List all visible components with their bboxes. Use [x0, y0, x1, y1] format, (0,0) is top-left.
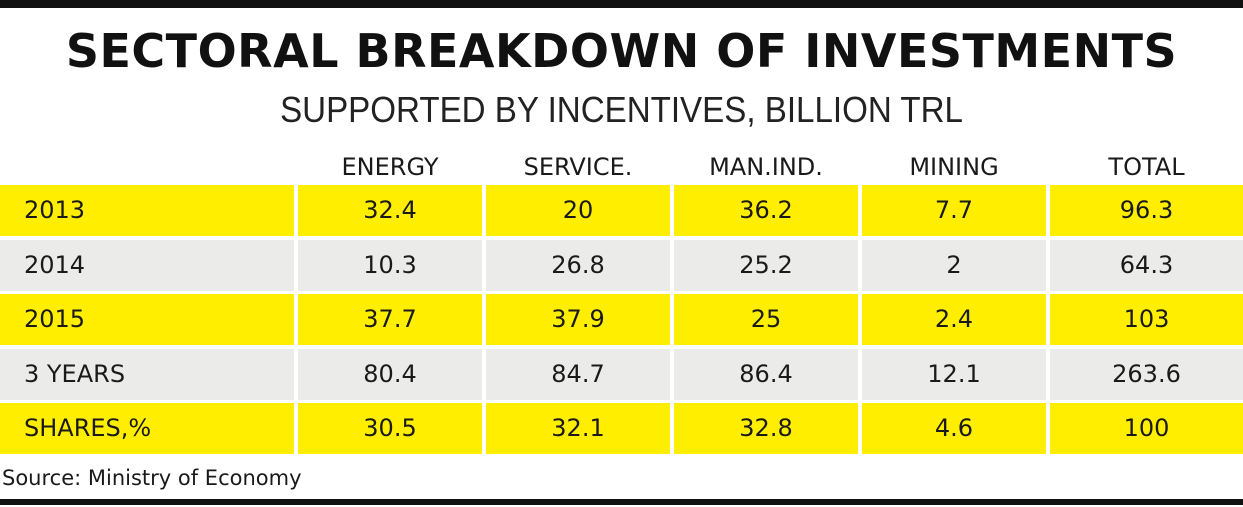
- table-cell: 2.4: [862, 294, 1046, 345]
- table-row: 2013 32.4 20 36.2 7.7 96.3: [0, 185, 1243, 236]
- table-cell: 36.2: [674, 185, 858, 236]
- table-cell: 100: [1050, 403, 1243, 454]
- table-cell: 12.1: [862, 348, 1046, 400]
- row-label: 2015: [0, 294, 294, 345]
- table-cell: 37.9: [486, 294, 670, 345]
- column-header: SERVICE.: [523, 153, 633, 181]
- table-cell: 84.7: [486, 348, 670, 400]
- column-header: ENERGY: [341, 153, 439, 181]
- table-cell: 263.6: [1050, 348, 1243, 400]
- table-cell: 10.3: [298, 239, 482, 291]
- table-row: 3 YEARS 80.4 84.7 86.4 12.1 263.6: [0, 348, 1243, 400]
- table-cell: 25: [674, 294, 858, 345]
- table-cell: 20: [486, 185, 670, 236]
- table-header-row: ENERGY SERVICE. MAN.IND. MINING TOTAL: [0, 148, 1243, 182]
- column-header: MINING: [909, 153, 999, 181]
- table-cell: 7.7: [862, 185, 1046, 236]
- table-cell: 96.3: [1050, 185, 1243, 236]
- top-rule: [0, 0, 1243, 8]
- table-cell: 103: [1050, 294, 1243, 345]
- table-cell: 2: [862, 239, 1046, 291]
- table-cell: 80.4: [298, 348, 482, 400]
- chart-title: SECTORAL BREAKDOWN OF INVESTMENTS: [65, 24, 1178, 78]
- row-label: SHARES,%: [0, 403, 294, 454]
- column-header: TOTAL: [1108, 153, 1185, 181]
- table-row: 2015 37.7 37.9 25 2.4 103: [0, 294, 1243, 345]
- table-row: SHARES,% 30.5 32.1 32.8 4.6 100: [0, 403, 1243, 454]
- row-label: 2014: [0, 239, 294, 291]
- table-cell: 32.8: [674, 403, 858, 454]
- bottom-rule: [0, 499, 1243, 505]
- table-cell: 26.8: [486, 239, 670, 291]
- table-cell: 25.2: [674, 239, 858, 291]
- table-cell: 37.7: [298, 294, 482, 345]
- table-cell: 30.5: [298, 403, 482, 454]
- table-cell: 4.6: [862, 403, 1046, 454]
- table-cell: 64.3: [1050, 239, 1243, 291]
- table-row: 2014 10.3 26.8 25.2 2 64.3: [0, 239, 1243, 291]
- column-header: MAN.IND.: [709, 153, 823, 181]
- table-cell: 32.1: [486, 403, 670, 454]
- row-label: 2013: [0, 185, 294, 236]
- row-label: 3 YEARS: [0, 348, 294, 400]
- table-cell: 32.4: [298, 185, 482, 236]
- chart-subtitle: SUPPORTED BY INCENTIVES, BILLION TRL: [280, 89, 963, 130]
- table-cell: 86.4: [674, 348, 858, 400]
- source-note: Source: Ministry of Economy: [2, 466, 302, 490]
